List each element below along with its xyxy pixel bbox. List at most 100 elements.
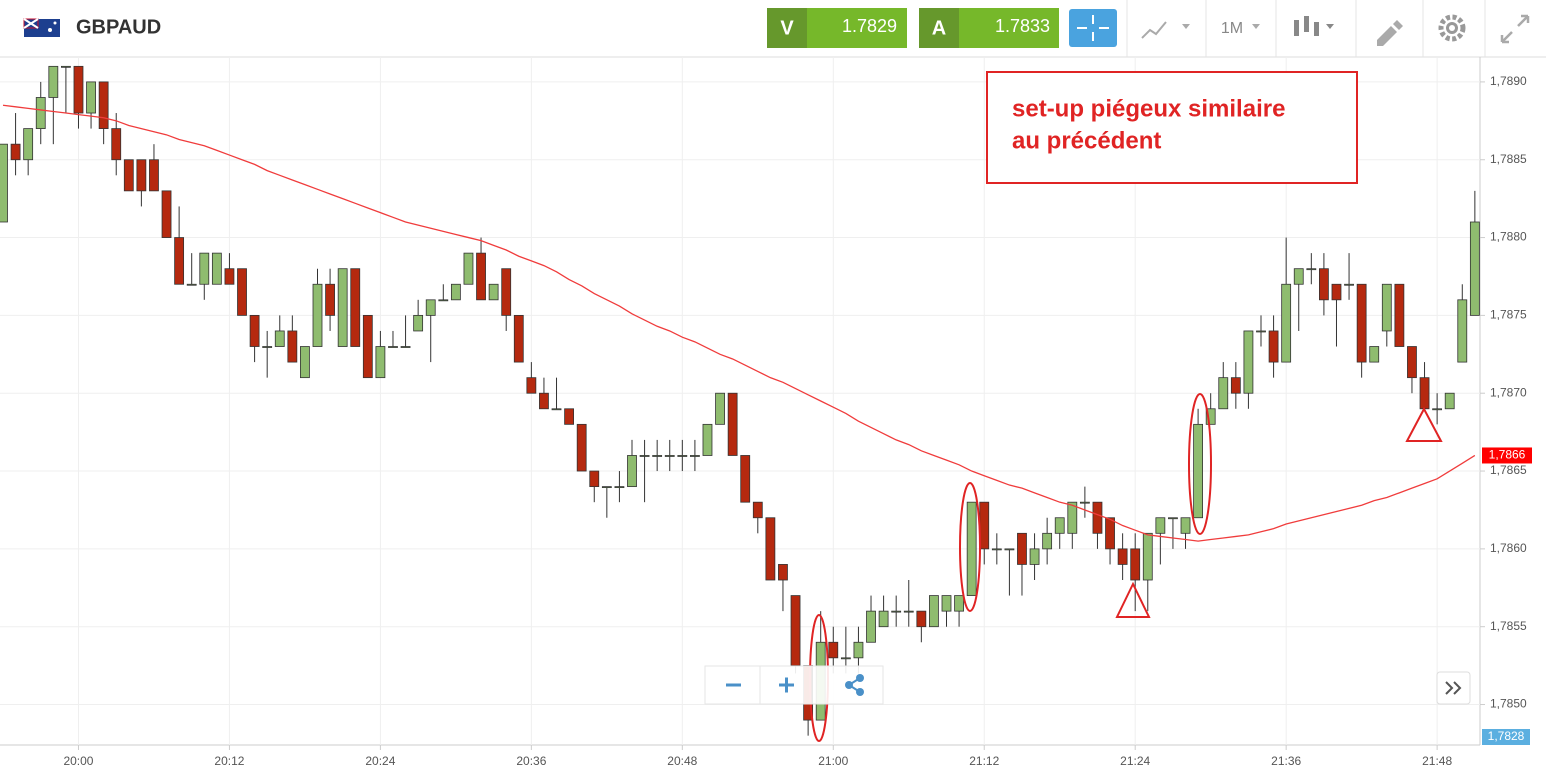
timeframe-caret [1252,24,1260,29]
candle-body [790,595,801,667]
candle-body [186,283,197,286]
candle-body [941,595,952,612]
sell-label: V [780,17,794,39]
candle-body [991,548,1002,551]
moving-average [2,104,1476,542]
y-tick-label: 1,7860 [1490,541,1527,555]
candle-body [438,299,449,302]
candle-body [211,252,222,285]
candle-body [513,314,524,363]
candle-body [312,283,323,347]
candle-body [1381,283,1392,332]
y-tick-label: 1,7880 [1490,230,1527,244]
buy-price-box[interactable] [959,8,1059,48]
candle-body [1142,532,1153,581]
candle-body [1193,423,1203,519]
plot [0,65,1480,736]
current-price-tag [1482,447,1532,464]
candle-body [614,486,625,489]
share-button[interactable] [845,674,864,696]
buy-price: 1.7833 [995,16,1050,36]
bottom-price-tag [1482,729,1530,745]
buy-button[interactable] [919,8,959,48]
candle-body [677,455,688,457]
candle-body [425,299,436,316]
candle-body [1042,532,1053,550]
candle-body [73,65,84,114]
candle-body [1017,532,1027,565]
candle-body [174,237,185,285]
candle-body [1356,283,1367,363]
candle-body [123,159,134,192]
candle-body [1155,517,1166,534]
candle-body [589,470,600,488]
candle-body [362,314,373,379]
candle-body [1092,501,1103,534]
annotation-line: au précédent [1012,127,1161,154]
sell-button[interactable] [767,8,807,48]
candle-body [715,392,725,425]
x-tick-label: 20:00 [63,754,93,768]
draw-tool-button[interactable] [1377,20,1403,46]
candle-body [287,330,298,363]
x-tick-label: 21:36 [1271,754,1301,768]
crosshair-button[interactable] [1069,9,1117,47]
candle-body [337,268,348,347]
candle-body [350,268,361,347]
bottom-price-label: 1,7828 [1488,729,1525,743]
candle-body [551,408,562,411]
x-tick-label: 20:12 [214,754,244,768]
candle-body [375,346,386,379]
toolbar-separators [1126,0,1486,57]
candle-body [740,455,751,503]
candle-body [450,283,461,301]
candle-body [1243,330,1254,394]
candle-body [1432,408,1443,411]
candle-body [488,283,499,301]
sell-price-box[interactable] [807,8,907,48]
x-tick-label: 20:24 [365,754,395,768]
candle-body [136,159,147,192]
y-tick-label: 1,7850 [1490,697,1527,711]
candle-body [476,252,486,301]
candle-body [149,159,159,192]
candle-body [0,143,8,223]
candle-style-button[interactable] [1294,16,1334,36]
candle-body [1394,283,1405,347]
candle-body [1180,517,1191,534]
timeframe[interactable]: 1M [1221,20,1243,37]
candle-body [1444,392,1455,410]
candle-body [1306,268,1317,271]
y-tick-label: 1,7865 [1490,463,1527,477]
zoom-in-button[interactable] [779,677,794,693]
candle-body [1054,517,1065,534]
candle-body [111,128,122,161]
candle-body [526,377,537,394]
x-tick-label: 21:12 [969,754,999,768]
candle-body [1029,548,1040,565]
annotation-box [986,71,1358,184]
candle-body [1331,283,1342,301]
candle-body [249,314,260,347]
candle-body [752,501,763,519]
chart-type-button[interactable] [1141,21,1190,39]
candle-body [1469,221,1480,316]
candle-body [564,408,574,425]
candle-body [237,268,247,316]
fullscreen-button[interactable] [1500,14,1530,44]
candle-body [1293,268,1304,285]
candle-body [224,268,235,285]
candle-body [413,314,424,332]
candle-body [1281,283,1292,363]
candle-body [1407,346,1417,379]
candle-body [161,190,172,238]
scroll-right-button[interactable] [1436,671,1471,705]
candle-body [652,455,663,457]
candle-body [274,330,285,347]
candle-body [878,610,889,628]
buy-label: A [932,17,946,39]
settings-button[interactable] [1438,14,1466,42]
candle-body [979,501,990,550]
candle-body [98,81,109,130]
candle-body [727,392,738,456]
